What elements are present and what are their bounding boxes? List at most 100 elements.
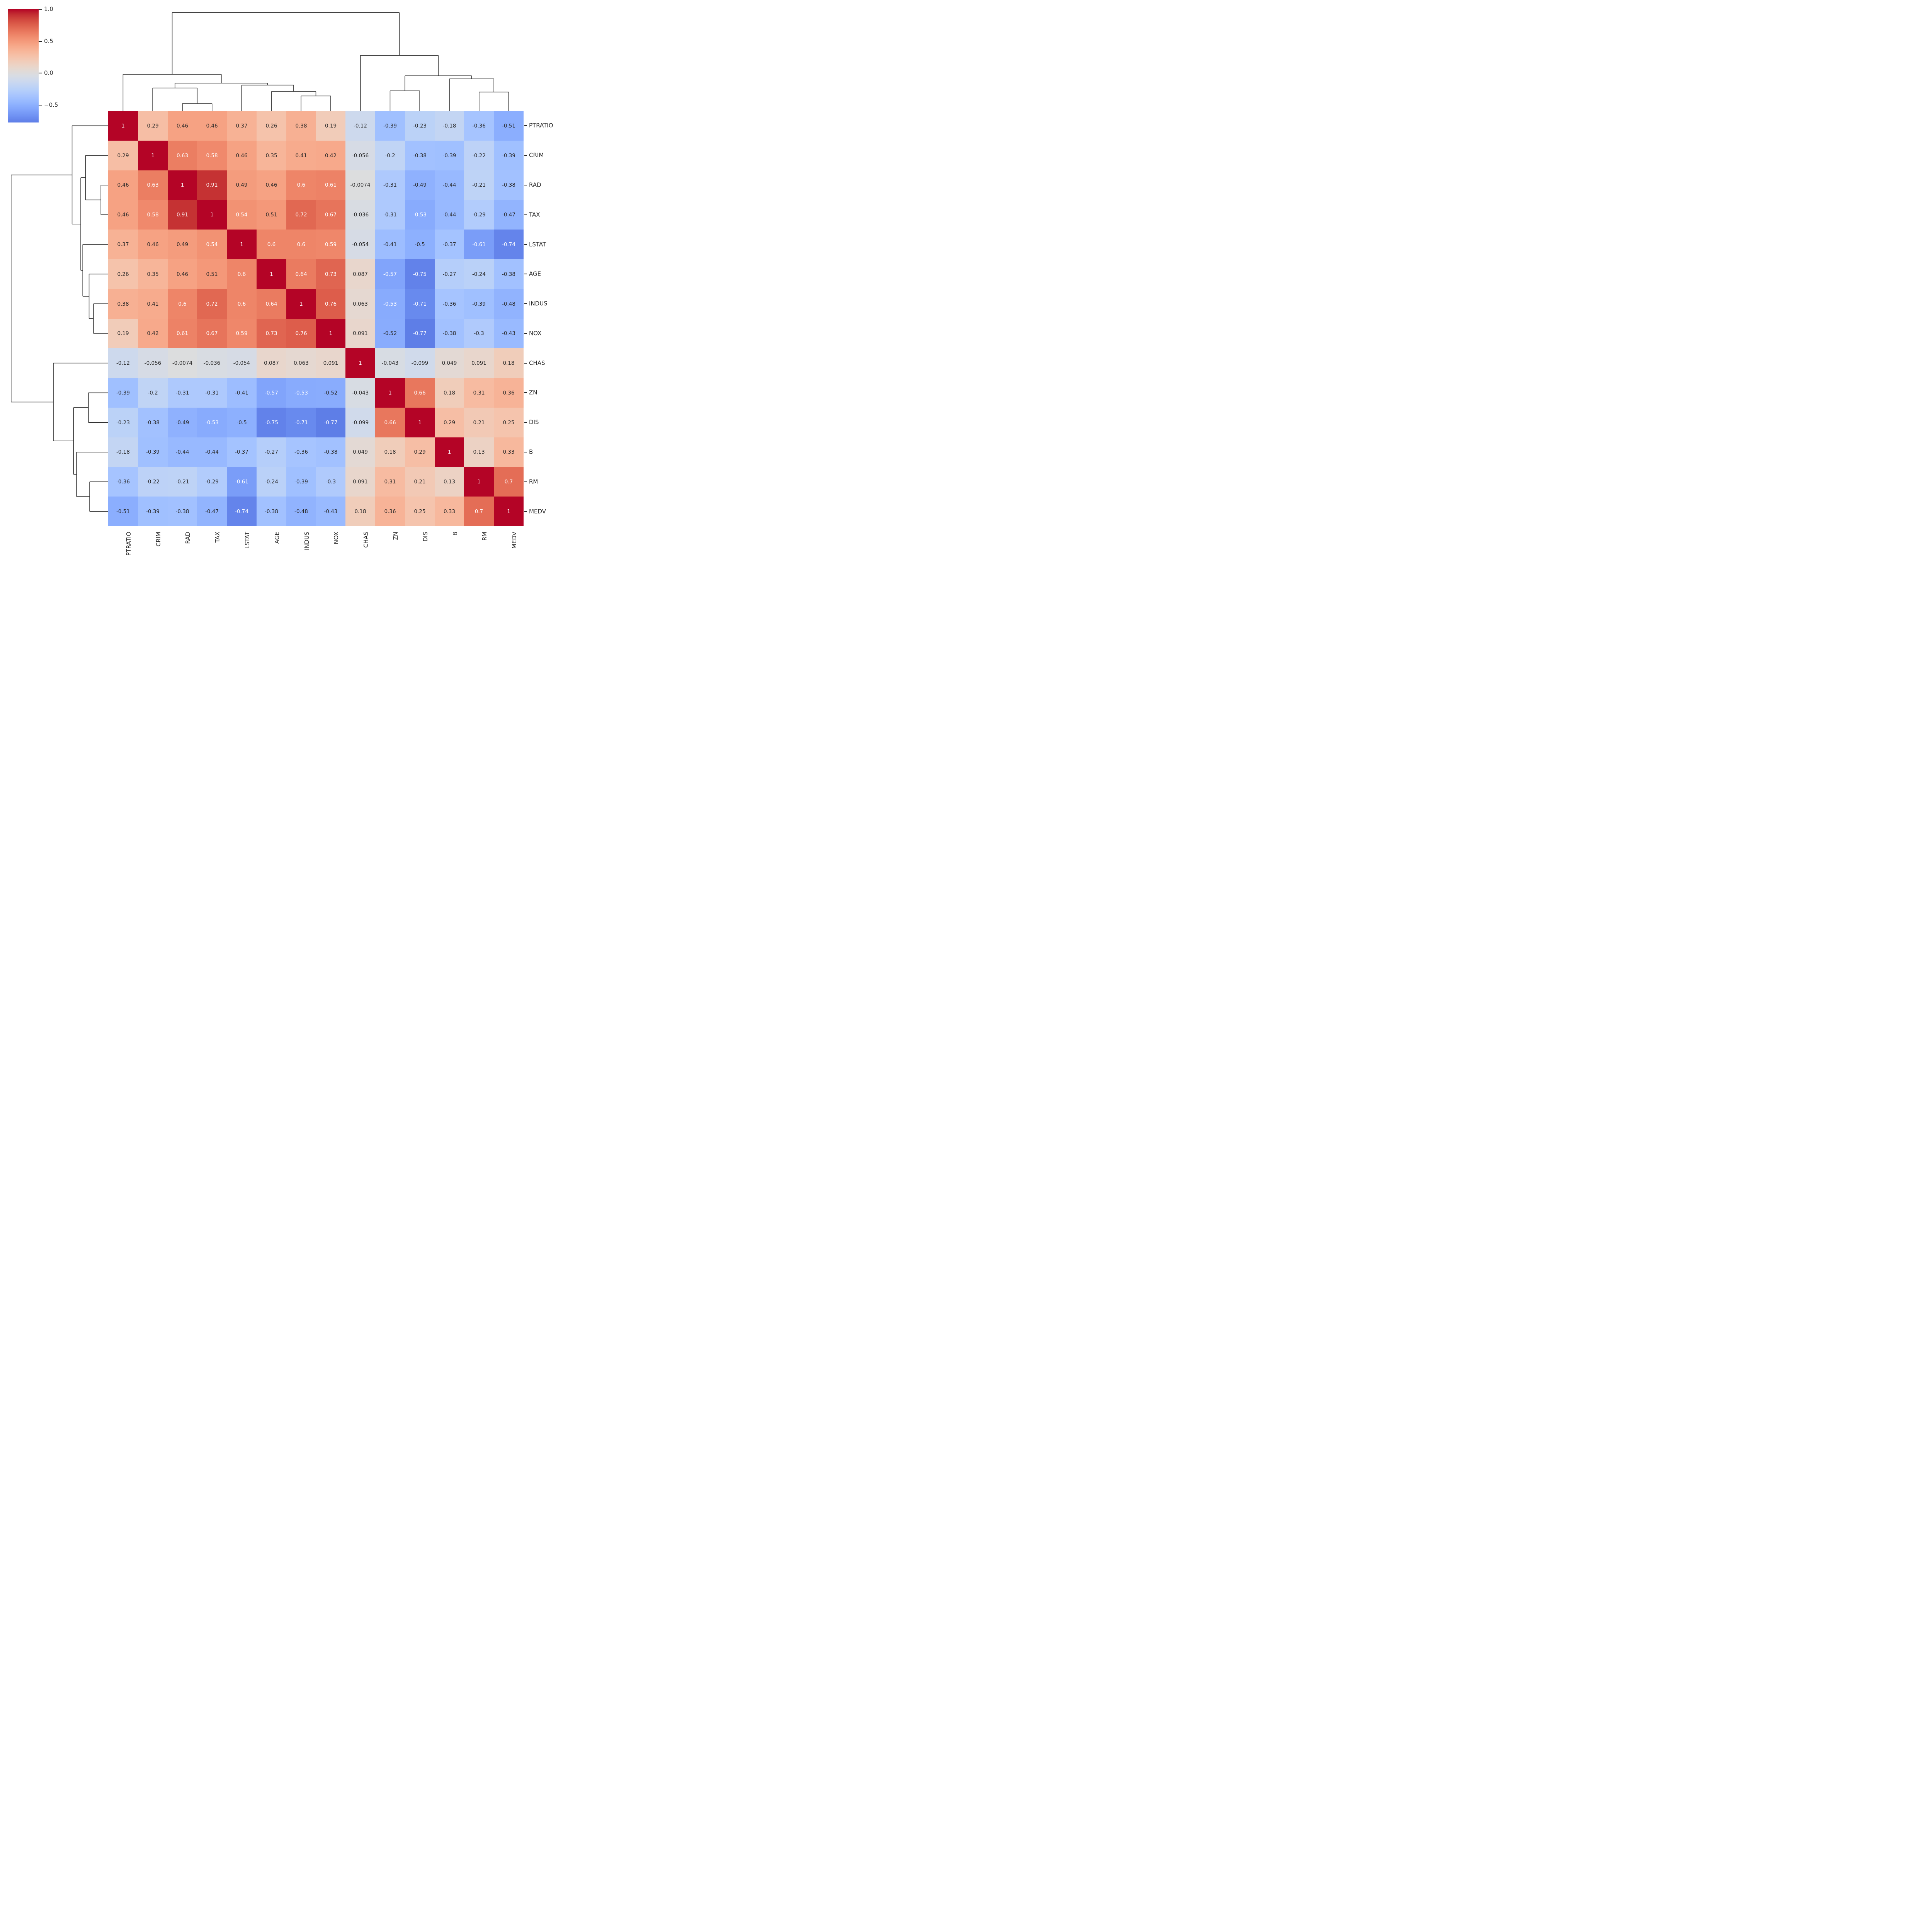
- cell-value: -0.39: [383, 122, 397, 129]
- col-label-age: AGE: [273, 532, 281, 544]
- cell-value: 0.087: [264, 360, 279, 366]
- row-tick: [524, 422, 527, 423]
- row-label-crim: CRIM: [529, 151, 544, 159]
- heatmap-cell: 1: [138, 141, 168, 170]
- cell-value: 0.51: [265, 211, 277, 218]
- cell-value: -0.38: [265, 508, 278, 515]
- cell-value: 0.13: [473, 449, 485, 455]
- cell-value: 0.6: [297, 182, 306, 188]
- heatmap-cell: 0.29: [138, 111, 168, 141]
- heatmap-cell: 0.087: [345, 259, 375, 289]
- heatmap-cell: -0.38: [435, 319, 464, 348]
- heatmap-cell: 0.37: [108, 230, 138, 259]
- heatmap-cell: -0.51: [494, 111, 524, 141]
- cell-value: -0.12: [354, 122, 367, 129]
- cell-value: 1: [270, 271, 273, 277]
- cell-value: -0.31: [205, 389, 219, 396]
- cell-value: 0.37: [236, 122, 248, 129]
- heatmap-cell: -0.23: [405, 111, 435, 141]
- cell-value: 0.46: [176, 122, 189, 129]
- heatmap-cell: -0.48: [286, 497, 316, 526]
- cell-value: 0.091: [353, 478, 368, 485]
- heatmap-cell: 0.54: [227, 200, 257, 230]
- cell-value: 0.18: [443, 389, 456, 396]
- cell-value: 0.29: [414, 449, 426, 455]
- cell-value: 0.31: [473, 389, 485, 396]
- cell-value: -0.37: [442, 241, 456, 248]
- heatmap-cell: -0.71: [286, 408, 316, 437]
- cell-value: -0.36: [116, 478, 130, 485]
- heatmap-cell: -0.53: [375, 289, 405, 319]
- heatmap-cell: -0.2: [138, 378, 168, 408]
- cell-value: 0.73: [325, 271, 337, 277]
- cell-value: -0.39: [146, 449, 160, 455]
- heatmap-cell: 0.6: [227, 289, 257, 319]
- cell-value: 0.091: [353, 330, 368, 337]
- heatmap-cell: 0.51: [257, 200, 286, 230]
- cell-value: -0.39: [294, 478, 308, 485]
- col-label-ptratio: PTRATIO: [125, 532, 132, 556]
- cell-value: 0.41: [295, 152, 307, 159]
- heatmap-cell: 0.59: [227, 319, 257, 348]
- cell-value: 0.67: [325, 211, 337, 218]
- cell-value: -0.5: [415, 241, 425, 248]
- cell-value: -0.38: [175, 508, 189, 515]
- cell-value: 0.6: [178, 301, 187, 307]
- cell-value: -0.23: [413, 122, 427, 129]
- col-label-rm: RM: [481, 532, 488, 541]
- heatmap-cell: -0.12: [108, 348, 138, 378]
- cell-value: 0.36: [503, 389, 515, 396]
- cell-value: -0.52: [324, 389, 338, 396]
- heatmap-cell: 0.58: [138, 200, 168, 230]
- heatmap-cell: -0.48: [494, 289, 524, 319]
- cell-value: -0.43: [502, 330, 515, 337]
- heatmap-cell: 0.64: [286, 259, 316, 289]
- cell-value: 0.49: [176, 241, 189, 248]
- cell-value: -0.38: [442, 330, 456, 337]
- heatmap-cell: 0.54: [197, 230, 227, 259]
- cell-value: 0.19: [325, 122, 337, 129]
- cell-value: -0.099: [411, 360, 429, 366]
- cell-value: 0.35: [265, 152, 277, 159]
- heatmap-cell: -0.39: [435, 141, 464, 170]
- heatmap-cell: -0.39: [108, 378, 138, 408]
- heatmap-cell: 0.73: [316, 259, 345, 289]
- heatmap-cell: 1: [227, 230, 257, 259]
- heatmap-cell: 0.46: [108, 200, 138, 230]
- cell-value: -0.53: [294, 389, 308, 396]
- row-label-ptratio: PTRATIO: [529, 122, 553, 129]
- heatmap-cell: -0.043: [375, 348, 405, 378]
- heatmap-cell: 0.63: [168, 141, 197, 170]
- cell-value: 0.26: [117, 271, 129, 277]
- cell-value: -0.53: [205, 419, 219, 426]
- heatmap-cell: -0.31: [375, 170, 405, 200]
- heatmap-cell: -0.38: [168, 497, 197, 526]
- cell-value: 0.51: [206, 271, 218, 277]
- heatmap-cell: 0.76: [316, 289, 345, 319]
- cell-value: 0.29: [147, 122, 159, 129]
- cell-value: 1: [388, 389, 392, 396]
- heatmap-cell: -0.37: [227, 437, 257, 467]
- cell-value: -0.056: [144, 360, 162, 366]
- heatmap-cell: -0.61: [464, 230, 494, 259]
- heatmap-cell: -0.47: [197, 497, 227, 526]
- cell-value: 0.46: [265, 182, 277, 188]
- cell-value: 0.25: [503, 419, 515, 426]
- row-tick: [524, 392, 527, 393]
- row-tick: [524, 333, 527, 334]
- heatmap-cell: 0.38: [108, 289, 138, 319]
- heatmap-cell: -0.29: [464, 200, 494, 230]
- cell-value: 0.063: [294, 360, 309, 366]
- heatmap-cell: 0.91: [197, 170, 227, 200]
- cell-value: 1: [418, 419, 422, 426]
- heatmap-cell: -0.36: [108, 467, 138, 497]
- heatmap-cell: -0.38: [138, 408, 168, 437]
- heatmap-cell: 1: [316, 319, 345, 348]
- heatmap-cell: 0.41: [138, 289, 168, 319]
- heatmap-cell: -0.77: [316, 408, 345, 437]
- cell-value: -0.43: [324, 508, 338, 515]
- heatmap-cell: 0.049: [435, 348, 464, 378]
- row-label-lstat: LSTAT: [529, 241, 546, 248]
- heatmap-cell: -0.38: [257, 497, 286, 526]
- heatmap-cell: -0.24: [257, 467, 286, 497]
